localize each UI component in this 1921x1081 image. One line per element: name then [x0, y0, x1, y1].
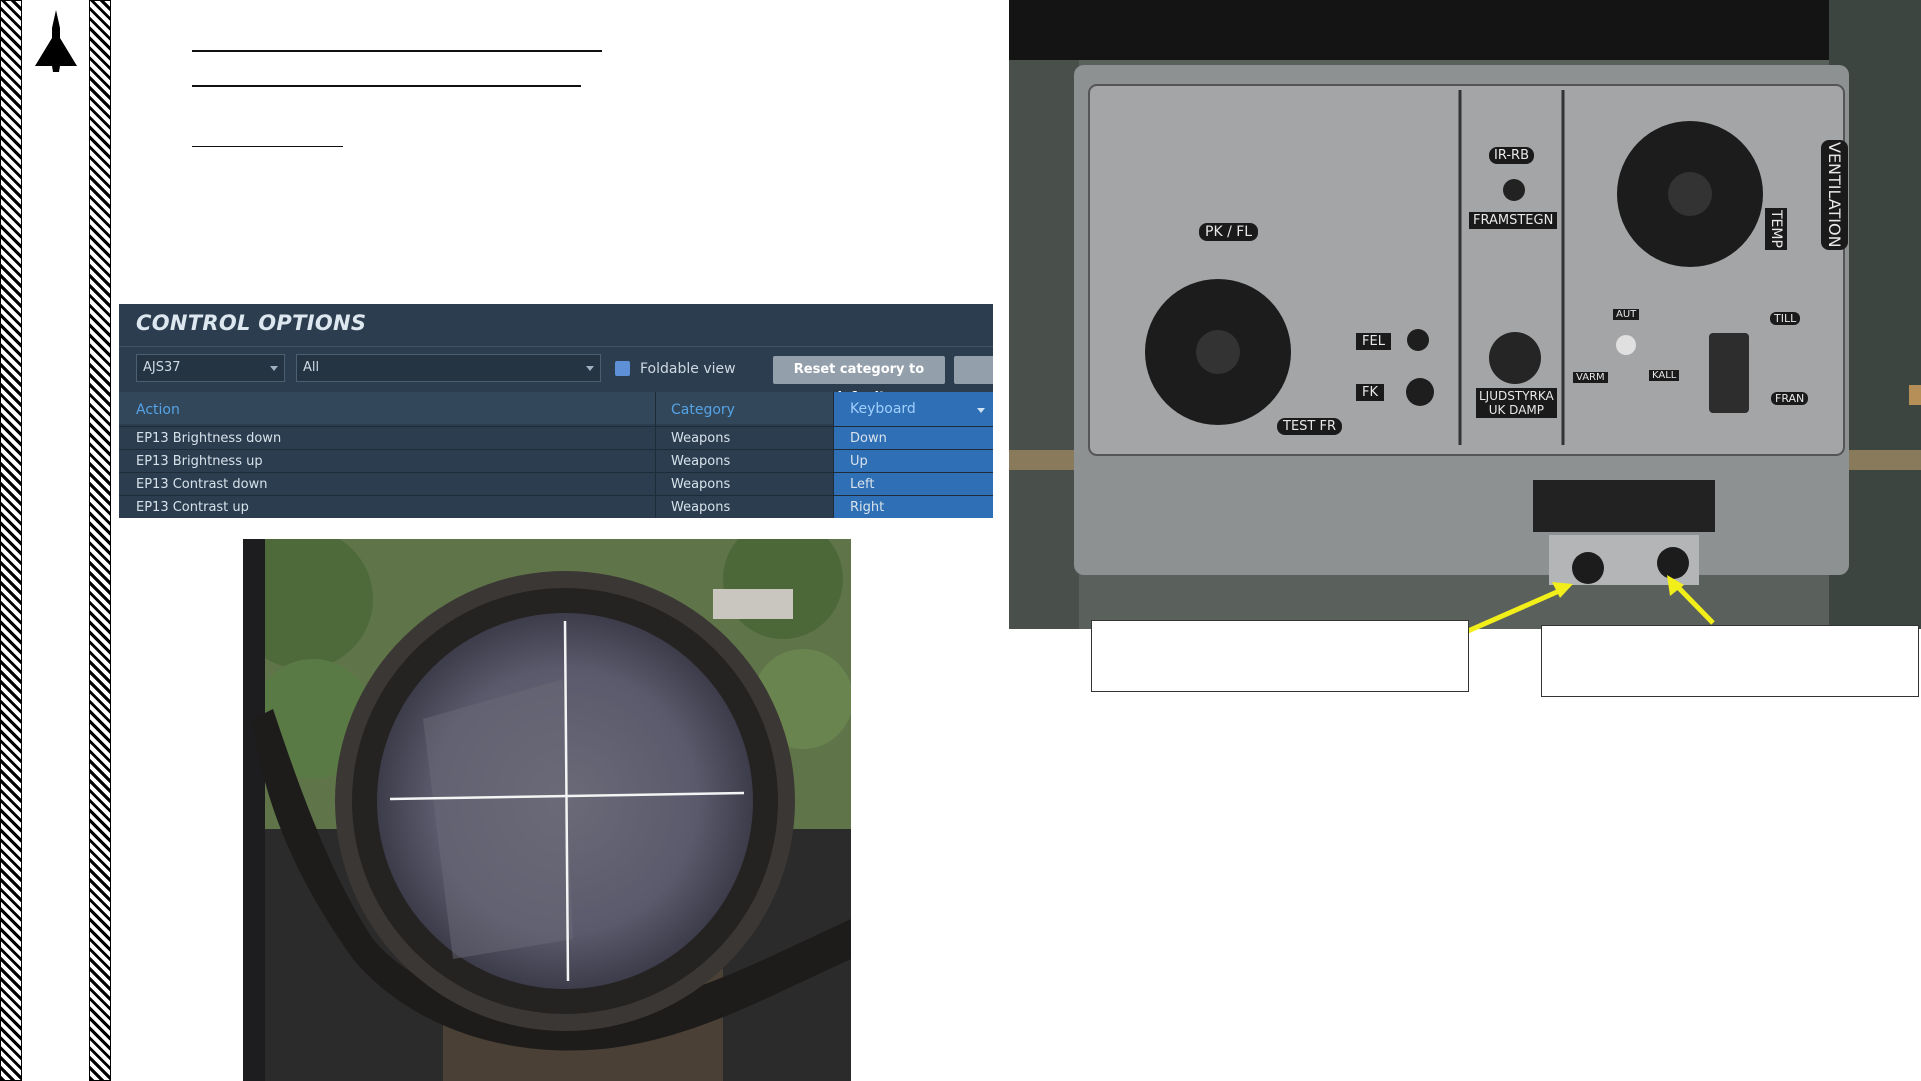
chevron-down-icon: [270, 366, 278, 371]
category-select-value: All: [303, 360, 320, 375]
foldable-view-label: Foldable view: [640, 361, 736, 377]
row-category: Weapons: [671, 477, 731, 492]
callout-box-right: [1541, 625, 1919, 697]
row-action: EP13 Brightness up: [136, 454, 263, 469]
table-row[interactable]: EP13 Contrast up Weapons Right: [119, 495, 993, 518]
next-button-partial[interactable]: [954, 356, 993, 384]
title-underline-3: [192, 146, 343, 147]
aircraft-select-value: AJS37: [143, 360, 181, 375]
callout-box-left: [1091, 620, 1469, 692]
title-underline-1: [192, 50, 602, 52]
row-category: Weapons: [671, 431, 731, 446]
column-header-action[interactable]: Action: [136, 402, 180, 418]
panel-label-temp: TEMP: [1765, 208, 1787, 250]
row-action: EP13 Brightness down: [136, 431, 282, 446]
column-header-category[interactable]: Category: [671, 402, 735, 418]
row-action: EP13 Contrast up: [136, 500, 249, 515]
table-row[interactable]: EP13 Brightness down Weapons Down: [119, 426, 993, 450]
panel-label-ir-rb: IR-RB: [1489, 147, 1534, 164]
control-options-panel: CONTROL OPTIONS AJS37 All Foldable view …: [119, 304, 993, 518]
chevron-down-icon: [586, 366, 594, 371]
panel-label-fk: FK: [1356, 384, 1385, 401]
aircraft-select[interactable]: AJS37: [136, 354, 285, 382]
aircraft-logo-icon: [33, 8, 79, 78]
row-action: EP13 Contrast down: [136, 477, 268, 492]
row-keyboard[interactable]: Left: [850, 477, 875, 492]
row-category: Weapons: [671, 454, 731, 469]
row-category: Weapons: [671, 500, 731, 515]
panel-label-uk-damp: UK DAMP: [1488, 403, 1545, 417]
table-row[interactable]: EP13 Contrast down Weapons Left: [119, 472, 993, 496]
cockpit-panel-image: PK / FL IR-RB FRAMSTEGN VENTILATION TEMP…: [1009, 0, 1921, 629]
gunsight-image: [243, 539, 851, 1081]
callout-arrow-right: [1671, 580, 1715, 625]
panel-label-till: TILL: [1770, 312, 1801, 325]
row-keyboard[interactable]: Right: [850, 500, 885, 515]
panel-label-fel: FEL: [1356, 333, 1391, 350]
foldable-view-checkbox[interactable]: [615, 361, 630, 376]
panel-label-ljudstyrka-text: LJUDSTYRKA: [1479, 389, 1554, 403]
panel-label-pk-fl: PK / FL: [1199, 223, 1259, 241]
row-keyboard[interactable]: Down: [850, 431, 887, 446]
panel-label-kall: KALL: [1649, 370, 1680, 381]
category-select[interactable]: All: [296, 354, 601, 382]
panel-label-ventilation: VENTILATION: [1821, 140, 1848, 250]
callout-arrow-left: [1466, 585, 1568, 634]
panel-label-test-fr: TEST FR: [1277, 418, 1342, 435]
column-header-keyboard[interactable]: Keyboard: [850, 401, 916, 417]
panel-label-aut: AUT: [1613, 309, 1640, 320]
reset-category-button[interactable]: Reset category to default: [773, 356, 945, 405]
control-options-title: CONTROL OPTIONS: [136, 311, 367, 335]
title-underline-2: [192, 85, 581, 87]
panel-label-framstegn: FRAMSTEGN: [1469, 212, 1558, 229]
row-keyboard[interactable]: Up: [850, 454, 868, 469]
callout-arrowhead-left: [1552, 582, 1573, 598]
table-row[interactable]: EP13 Brightness up Weapons Up: [119, 449, 993, 473]
panel-label-varm: VARM: [1573, 372, 1608, 383]
panel-label-fran: FRAN: [1771, 392, 1809, 405]
panel-label-ljudstyrka: LJUDSTYRKA UK DAMP: [1476, 388, 1557, 418]
chevron-down-icon: [977, 408, 985, 413]
callout-arrowhead-right: [1667, 575, 1684, 596]
